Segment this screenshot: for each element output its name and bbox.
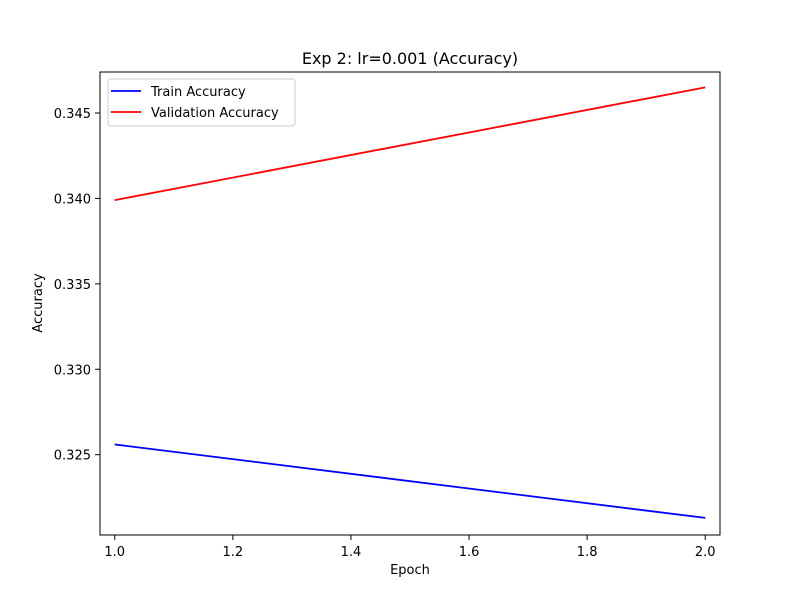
series-line-validation-accuracy xyxy=(114,86,706,202)
legend-box xyxy=(107,78,296,127)
legend-label: Validation Accuracy xyxy=(151,106,279,121)
y-axis-ticks: 0.325 0.330 0.335 0.340 0.345 xyxy=(54,107,100,464)
y-tick-label: 0.340 xyxy=(54,192,91,207)
series-layer xyxy=(114,86,706,519)
y-tick-label: 0.345 xyxy=(54,107,91,122)
x-tick-label: 1.0 xyxy=(104,545,125,560)
chart-title: Exp 2: lr=0.001 (Accuracy) xyxy=(302,49,518,68)
x-tick-label: 1.2 xyxy=(223,545,244,560)
y-axis-label: Accuracy xyxy=(31,273,46,333)
y-tick-label: 0.330 xyxy=(54,363,91,378)
x-tick-label: 1.4 xyxy=(341,545,362,560)
x-tick-label: 2.0 xyxy=(695,545,716,560)
legend-label: Train Accuracy xyxy=(150,85,246,100)
y-tick-label: 0.325 xyxy=(54,449,91,464)
legend: Train Accuracy Validation Accuracy xyxy=(107,78,296,127)
y-tick-label: 0.335 xyxy=(54,278,91,293)
x-tick-label: 1.8 xyxy=(577,545,598,560)
x-axis-label: Epoch xyxy=(390,563,430,578)
x-tick-label: 1.6 xyxy=(459,545,480,560)
series-line-train-accuracy xyxy=(114,443,706,519)
plot-frame xyxy=(99,71,721,536)
x-axis-ticks: 1.0 1.2 1.4 1.6 1.8 2.0 xyxy=(104,535,716,560)
